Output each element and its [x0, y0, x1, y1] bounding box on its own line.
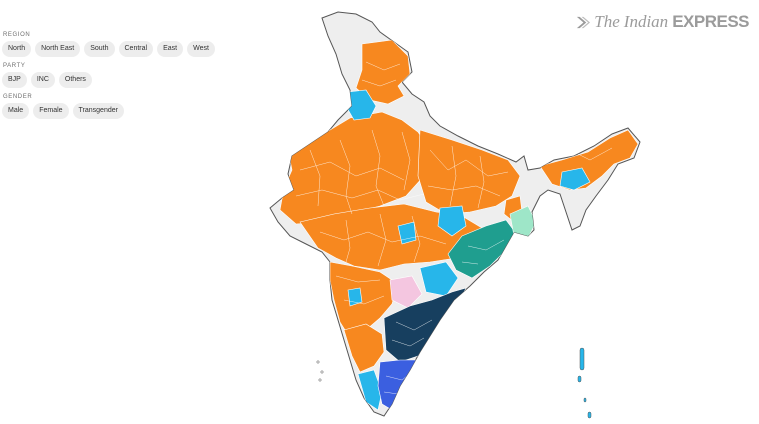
- party-chip-row: BJP INC Others: [2, 72, 232, 88]
- region-filter-group: REGION North North East South Central Ea…: [2, 32, 232, 57]
- indian-express-logo: The Indian EXPRESS: [575, 12, 749, 32]
- lakshadweep-islands: [316, 360, 324, 382]
- constituency-borders: [295, 61, 613, 395]
- logo-word-indian: Indian: [623, 12, 669, 31]
- indian-express-logo-icon: [577, 16, 591, 28]
- gender-filter-label: GENDER: [3, 94, 33, 100]
- region-north-bjp: [355, 39, 411, 105]
- region-chip-north[interactable]: North: [2, 41, 32, 57]
- region-west-bjp: [329, 261, 399, 339]
- region-gangetic-bjp: [417, 129, 521, 215]
- region-telangana-others: [389, 275, 423, 309]
- region-tamilnadu-others: [377, 359, 419, 411]
- andaman-nicobar-islands: [577, 347, 592, 419]
- gender-chip-male[interactable]: Male: [2, 103, 30, 119]
- region-chhattisgarh-inc: [437, 205, 467, 237]
- gender-chip-row: Male Female Transgender: [2, 103, 232, 119]
- region-gujarat-inc: [397, 221, 417, 245]
- region-telangana-inc: [419, 261, 459, 297]
- logo-word-express: EXPRESS: [672, 12, 749, 31]
- party-chip-bjp[interactable]: BJP: [2, 72, 27, 88]
- gender-chip-female[interactable]: Female: [33, 103, 69, 119]
- region-chip-central[interactable]: Central: [118, 41, 154, 57]
- region-chip-north-east[interactable]: North East: [35, 41, 81, 57]
- region-kerala-inc: [357, 369, 383, 411]
- region-karnataka-bjp: [343, 323, 385, 373]
- party-chip-others[interactable]: Others: [58, 72, 92, 88]
- region-odisha-others: [447, 219, 519, 279]
- filter-panel: REGION North North East South Central Ea…: [2, 32, 232, 125]
- region-chip-south[interactable]: South: [84, 41, 115, 57]
- region-ne-inc: [559, 167, 591, 191]
- party-filter-group: PARTY BJP INC Others: [2, 63, 232, 88]
- region-chip-east[interactable]: East: [157, 41, 184, 57]
- region-bengal-others: [509, 205, 537, 239]
- party-filter-label: PARTY: [3, 63, 26, 69]
- region-chip-west[interactable]: West: [187, 41, 215, 57]
- logo-word-the: The: [594, 12, 620, 31]
- region-filter-label: REGION: [3, 32, 31, 38]
- gender-chip-transgender[interactable]: Transgender: [72, 103, 124, 119]
- region-chip-row: North North East South Central East West: [2, 41, 232, 57]
- gender-filter-group: GENDER Male Female Transgender: [2, 94, 232, 119]
- party-chip-inc[interactable]: INC: [30, 72, 55, 88]
